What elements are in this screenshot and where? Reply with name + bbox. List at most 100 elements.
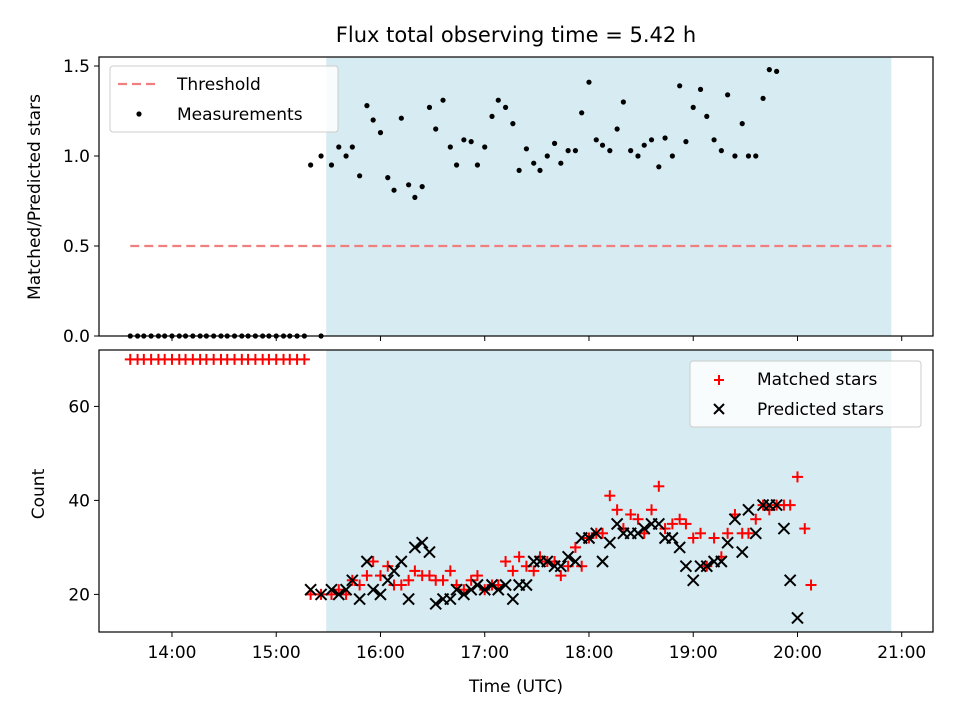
x-tick-label: 14:00 bbox=[147, 643, 196, 663]
matched-star-point bbox=[507, 565, 519, 577]
predicted-star-point bbox=[346, 574, 359, 587]
matched-star-point bbox=[653, 480, 665, 492]
predicted-star-point bbox=[332, 588, 345, 601]
predicted-stars-points bbox=[304, 498, 804, 625]
measurement-point bbox=[495, 97, 501, 103]
measurement-point bbox=[412, 194, 418, 200]
top-legend: Threshold Measurements bbox=[109, 65, 339, 133]
predicted-star-point bbox=[554, 559, 568, 573]
predicted-star-point bbox=[652, 517, 666, 531]
legend-matched-label: Matched stars bbox=[757, 370, 877, 390]
predicted-star-point bbox=[423, 545, 436, 559]
measurement-point bbox=[318, 153, 324, 159]
predicted-star-point bbox=[631, 527, 645, 540]
measurement-point bbox=[725, 92, 731, 98]
measurement-point bbox=[739, 121, 745, 127]
predicted-star-point bbox=[415, 536, 429, 549]
measurement-point bbox=[398, 115, 404, 121]
matched-star-point bbox=[367, 556, 379, 567]
matched-star-point bbox=[500, 556, 512, 567]
predicted-star-point bbox=[590, 527, 603, 540]
x-tick-label: 19:00 bbox=[669, 643, 718, 663]
predicted-star-point bbox=[700, 559, 713, 573]
measurement-point bbox=[419, 184, 425, 190]
top-shaded-region bbox=[326, 57, 892, 336]
predicted-star-point bbox=[314, 588, 328, 601]
predicted-star-point bbox=[569, 555, 582, 568]
predicted-star-point bbox=[582, 531, 596, 545]
matched-star-point bbox=[597, 527, 609, 539]
predicted-star-point bbox=[728, 512, 742, 526]
matched-star-point bbox=[646, 504, 658, 516]
matched-star-point bbox=[528, 565, 540, 577]
predicted-star-point bbox=[304, 583, 317, 596]
predicted-star-point bbox=[499, 578, 512, 592]
measurement-point bbox=[586, 79, 592, 85]
predicted-star-point bbox=[673, 541, 686, 554]
measurement-point bbox=[760, 95, 766, 101]
measurement-point bbox=[544, 153, 550, 159]
measurement-point bbox=[572, 148, 579, 154]
predicted-star-point bbox=[339, 583, 353, 596]
predicted-star-point bbox=[360, 555, 374, 568]
matched-star-point bbox=[437, 574, 449, 586]
top-y-axis-label: Matched/Predicted stars bbox=[25, 94, 45, 300]
measurement-point bbox=[537, 167, 543, 173]
predicted-star-point bbox=[395, 555, 408, 568]
x-tick-label: 21:00 bbox=[877, 643, 926, 663]
matched-star-point bbox=[695, 527, 707, 539]
predicted-star-point bbox=[791, 611, 804, 625]
bottom-legend: Matched stars Predicted stars bbox=[689, 360, 922, 428]
measurement-point bbox=[426, 104, 433, 110]
measurement-point bbox=[718, 148, 724, 154]
legend-predicted-label: Predicted stars bbox=[757, 400, 884, 420]
measurement-point bbox=[447, 144, 453, 150]
measurement-point bbox=[357, 173, 363, 179]
measurement-point bbox=[774, 68, 780, 74]
y-tick-label: 60 bbox=[68, 397, 90, 417]
measurement-point bbox=[753, 153, 759, 159]
predicted-star-point bbox=[666, 531, 679, 545]
measurement-point bbox=[502, 104, 509, 110]
measurement-point bbox=[328, 162, 335, 168]
measurement-point bbox=[377, 130, 384, 136]
measurement-point bbox=[669, 153, 675, 159]
predicted-star-point bbox=[471, 578, 484, 592]
predicted-star-point bbox=[736, 545, 749, 559]
legend-measurements-label: Measurements bbox=[177, 105, 303, 125]
matched-star-point bbox=[403, 574, 415, 586]
predicted-star-point bbox=[387, 564, 401, 578]
matched-star-point bbox=[632, 513, 644, 525]
measurement-point bbox=[704, 113, 710, 119]
measurement-point bbox=[690, 104, 696, 110]
measurement-point bbox=[579, 110, 585, 116]
top-plot-frame bbox=[98, 56, 934, 337]
measurement-point bbox=[468, 139, 474, 145]
x-tick-label: 17:00 bbox=[460, 643, 509, 663]
measurement-point bbox=[620, 99, 626, 105]
predicted-star-point bbox=[715, 555, 728, 568]
matched-star-point bbox=[666, 518, 678, 530]
bottom-plot-frame bbox=[98, 349, 934, 633]
measurement-point bbox=[453, 162, 460, 168]
measurement-point bbox=[308, 162, 314, 168]
measurement-point bbox=[531, 160, 537, 166]
measurement-point bbox=[385, 175, 391, 181]
predicted-star-point bbox=[687, 574, 700, 587]
matched-star-point bbox=[471, 570, 483, 582]
matched-star-point bbox=[674, 513, 686, 525]
bottom-y-axis-label: Count bbox=[29, 468, 49, 519]
measurement-point bbox=[599, 142, 606, 148]
predicted-star-point bbox=[381, 574, 394, 587]
measurement-point bbox=[523, 146, 530, 152]
matched-star-point bbox=[708, 532, 720, 544]
measurement-point bbox=[662, 135, 668, 141]
measurement-point bbox=[551, 140, 558, 146]
measurement-point bbox=[364, 103, 370, 109]
predicted-star-point bbox=[721, 536, 734, 549]
measurement-point bbox=[482, 144, 488, 150]
legend-matched-swatch bbox=[714, 375, 724, 385]
predicted-star-point bbox=[444, 592, 457, 606]
top-y-ticks: 0.0 0.5 1.0 1.5 bbox=[63, 57, 99, 347]
matched-star-point bbox=[576, 560, 588, 572]
